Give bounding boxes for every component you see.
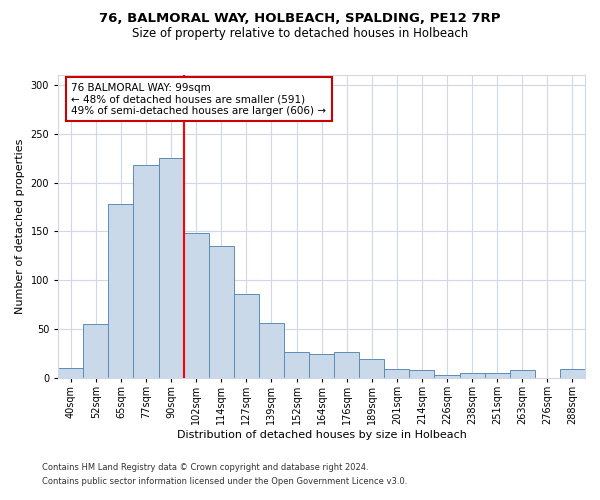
- Text: Contains HM Land Registry data © Crown copyright and database right 2024.: Contains HM Land Registry data © Crown c…: [42, 464, 368, 472]
- Bar: [334, 352, 359, 378]
- Text: Size of property relative to detached houses in Holbeach: Size of property relative to detached ho…: [132, 28, 468, 40]
- Y-axis label: Number of detached properties: Number of detached properties: [15, 139, 25, 314]
- Bar: [560, 370, 585, 378]
- Bar: [434, 375, 460, 378]
- Text: 76 BALMORAL WAY: 99sqm
← 48% of detached houses are smaller (591)
49% of semi-de: 76 BALMORAL WAY: 99sqm ← 48% of detached…: [71, 82, 326, 116]
- Bar: [209, 246, 234, 378]
- Bar: [133, 165, 158, 378]
- Bar: [58, 368, 83, 378]
- Bar: [409, 370, 434, 378]
- X-axis label: Distribution of detached houses by size in Holbeach: Distribution of detached houses by size …: [176, 430, 467, 440]
- Bar: [158, 158, 184, 378]
- Bar: [184, 234, 209, 378]
- Bar: [385, 370, 409, 378]
- Bar: [109, 204, 133, 378]
- Bar: [234, 294, 259, 378]
- Text: Contains public sector information licensed under the Open Government Licence v3: Contains public sector information licen…: [42, 477, 407, 486]
- Bar: [259, 324, 284, 378]
- Bar: [83, 324, 109, 378]
- Bar: [309, 354, 334, 378]
- Bar: [284, 352, 309, 378]
- Bar: [359, 358, 385, 378]
- Text: 76, BALMORAL WAY, HOLBEACH, SPALDING, PE12 7RP: 76, BALMORAL WAY, HOLBEACH, SPALDING, PE…: [99, 12, 501, 26]
- Bar: [460, 373, 485, 378]
- Bar: [510, 370, 535, 378]
- Bar: [485, 373, 510, 378]
